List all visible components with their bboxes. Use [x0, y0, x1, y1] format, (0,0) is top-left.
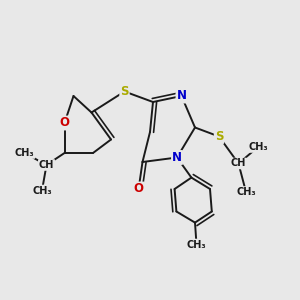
Text: CH₃: CH₃ [236, 187, 256, 197]
Text: CH₃: CH₃ [32, 185, 52, 196]
Text: CH: CH [39, 160, 54, 170]
Text: CH₃: CH₃ [248, 142, 268, 152]
Text: S: S [120, 85, 129, 98]
Text: CH₃: CH₃ [187, 239, 206, 250]
Text: O: O [59, 116, 70, 130]
Text: CH: CH [231, 158, 246, 169]
Text: N: N [176, 89, 187, 103]
Text: N: N [172, 151, 182, 164]
Text: O: O [134, 182, 144, 196]
Text: S: S [215, 130, 223, 143]
Text: CH₃: CH₃ [15, 148, 34, 158]
